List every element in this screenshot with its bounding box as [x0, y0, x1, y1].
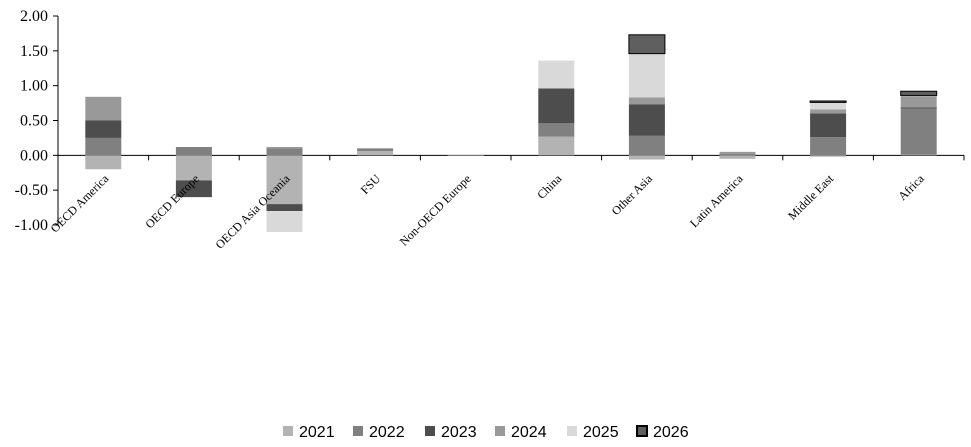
bar-segment-2021 — [628, 155, 665, 160]
bar-segment-2026 — [900, 90, 938, 96]
bar-segment-2022 — [900, 108, 937, 155]
x-category-label: Africa — [895, 171, 927, 203]
y-tick-label: 0.00 — [20, 147, 48, 164]
legend-label: 2024 — [511, 424, 547, 441]
legend-label: 2021 — [299, 424, 335, 441]
bar-segment-2021 — [538, 136, 575, 156]
bar-segment-2024 — [85, 96, 122, 121]
legend-label: 2023 — [441, 424, 477, 441]
legend-label: 2022 — [369, 424, 405, 441]
legend-swatch-2021 — [283, 426, 293, 436]
bar-segment-2025 — [538, 60, 575, 89]
y-tick-label: 0.50 — [20, 113, 48, 130]
bar-segment-2021 — [447, 155, 484, 157]
y-tick-label: -0.50 — [15, 182, 48, 199]
bar-segment-2025 — [810, 102, 847, 110]
bar-segment-2021 — [266, 155, 303, 205]
legend-swatch-2024 — [495, 426, 505, 436]
legend-swatch-2022 — [353, 426, 363, 436]
bar-segment-2024 — [719, 151, 756, 154]
bar-segment-2024 — [628, 97, 665, 105]
x-category-label: FSU — [358, 171, 384, 197]
bar-segment-2024 — [266, 146, 303, 149]
bar-segment-2023 — [810, 113, 847, 138]
bar-segment-2021 — [900, 154, 937, 156]
bar-segment-2026 — [809, 100, 847, 103]
y-tick-label: 1.50 — [20, 43, 48, 60]
x-category-label: China — [534, 171, 565, 202]
bar-segment-2022 — [175, 146, 212, 156]
bar-segment-2023 — [85, 120, 122, 138]
x-category-label: OECD America — [48, 171, 112, 235]
bar-segment-2023 — [628, 104, 665, 136]
bar-segment-2022 — [628, 135, 665, 156]
legend-swatch-2025 — [567, 426, 577, 436]
x-category-label: Non-OECD Europe — [397, 172, 474, 249]
bar-segment-2022 — [538, 123, 575, 137]
bar-segment-2021 — [175, 155, 212, 181]
bar-segment-2026 — [628, 34, 666, 55]
bar-segment-2023 — [538, 88, 575, 124]
bar-segment-2024 — [810, 109, 847, 114]
bar-segment-2022 — [719, 153, 756, 156]
x-category-label: Other Asia — [609, 171, 656, 218]
bar-segment-2022 — [357, 148, 394, 152]
bar-segment-2025 — [266, 211, 303, 232]
y-tick-label: -1.00 — [15, 217, 48, 234]
x-category-label: OECD Europe — [142, 172, 202, 232]
bar-segment-2022 — [266, 148, 303, 156]
legend-swatch-2023 — [425, 426, 435, 436]
bar-segment-2021 — [719, 155, 756, 159]
legend-label: 2026 — [653, 424, 689, 441]
bar-segment-2025 — [628, 53, 665, 98]
bar-segment-2023 — [175, 180, 212, 198]
legend-label: 2025 — [583, 424, 619, 441]
bar-segment-2021 — [357, 151, 394, 156]
x-category-label: Middle East — [785, 171, 837, 223]
legend-swatch-2026 — [636, 425, 648, 437]
bar-segment-2021 — [810, 155, 847, 157]
bar-segment-2022 — [810, 137, 847, 156]
x-category-label: Latin America — [687, 171, 746, 230]
y-tick-label: 1.00 — [20, 78, 48, 95]
bar-segment-2023 — [266, 204, 303, 212]
bar-segment-2023 — [900, 107, 937, 109]
bar-segment-2024 — [900, 96, 937, 108]
bar-segment-2022 — [85, 137, 122, 156]
bar-segment-2021 — [85, 155, 122, 170]
y-tick-label: 2.00 — [20, 8, 48, 25]
